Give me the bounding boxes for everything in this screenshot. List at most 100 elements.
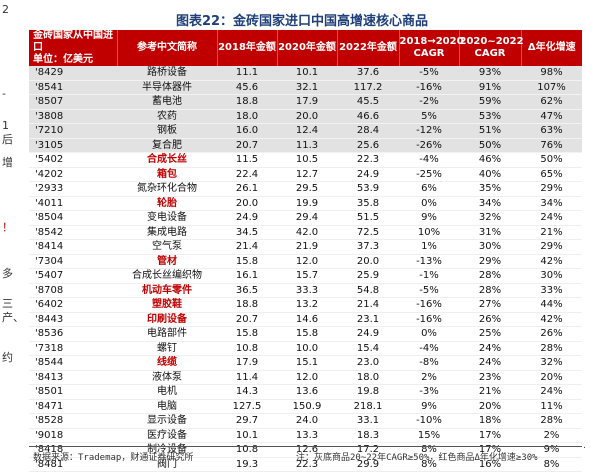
cell-code: '8443 (29, 312, 117, 327)
cell-v2018: 18.0 (217, 109, 277, 124)
cell-cagr1: -13% (399, 254, 459, 269)
cell-v2022: 22.3 (337, 152, 399, 168)
table-row: '3808 农药 18.0 20.0 46.6 5% 53% 47% (29, 109, 582, 124)
cell-cagr2: 59% (459, 94, 521, 110)
cell-cagr1: -8% (399, 355, 459, 371)
cell-delta: 24% (521, 210, 582, 226)
cell-v2020: 15.8 (277, 326, 337, 342)
table-row: '8536 电路部件 15.8 15.8 24.9 0% 25% 26% (29, 326, 582, 342)
cell-v2020: 11.3 (277, 138, 337, 153)
left-fragment: 多 (2, 267, 13, 280)
legend-note: 注：灰底商品20~22年CAGR≥50%，红色商品Δ年化增速≥30% (296, 453, 538, 463)
cell-v2018: 11.4 (217, 370, 277, 385)
cell-delta: 28% (521, 341, 582, 356)
cell-delta: 47% (521, 109, 582, 124)
table-row: '8541 半导体器件 45.6 32.1 117.2 -16% 91% 107% (29, 80, 582, 95)
cell-code: '8708 (29, 283, 117, 298)
cell-code: '8501 (29, 384, 117, 400)
cell-cagr2: 28% (459, 268, 521, 284)
table-row: '8501 电机 14.3 13.6 19.8 -3% 21% 24% (29, 384, 582, 400)
cell-code: '7304 (29, 254, 117, 269)
source-note: 数据来源：Trademap，财通证券研究所 (33, 453, 194, 463)
left-fragment: 1 (2, 119, 9, 132)
cell-code: '8413 (29, 370, 117, 385)
cell-v2020: 12.0 (277, 254, 337, 269)
cell-v2022: 19.8 (337, 384, 399, 400)
cell-cagr2: 24% (459, 355, 521, 371)
cell-v2018: 18.8 (217, 94, 277, 110)
cell-name: 合成长丝编织物 (117, 268, 217, 284)
cell-cagr2: 25% (459, 326, 521, 342)
cell-v2022: 21.4 (337, 297, 399, 313)
cell-cagr2: 26% (459, 312, 521, 327)
left-fragment: 约 (2, 351, 13, 364)
table-row: '4011 轮胎 20.0 19.9 35.8 0% 34% 34% (29, 196, 582, 211)
cell-code: '3808 (29, 109, 117, 124)
table-row: '8413 液体泵 11.4 12.0 18.0 2% 23% 20% (29, 370, 582, 385)
table-row: '2933 氮杂环化合物 26.1 29.5 53.9 6% 35% 29% (29, 181, 582, 197)
table-body: '8429 路桥设备 11.1 10.1 37.6 -5% 93% 98% '8541 半导体器件… (29, 66, 582, 472)
cell-v2022: 28.4 (337, 123, 399, 139)
cell-code: '8541 (29, 80, 117, 95)
cell-cagr1: 8% (399, 457, 459, 472)
cell-cagr2: 31% (459, 225, 521, 240)
cell-delta: 42% (521, 312, 582, 327)
cell-name: 电路部件 (117, 326, 217, 342)
cell-v2022: 25.6 (337, 138, 399, 153)
cell-v2020: 15.1 (277, 355, 337, 371)
header-2020: 2020年金额 (277, 30, 338, 66)
cell-v2018: 16.0 (217, 123, 277, 139)
cell-cagr1: 1% (399, 239, 459, 255)
cell-code: '8471 (29, 399, 117, 414)
cell-v2020: 12.7 (277, 167, 337, 182)
cell-cagr2: 35% (459, 181, 521, 197)
cell-cagr2: 51% (459, 123, 521, 139)
cell-v2020: 17.9 (277, 94, 337, 110)
table-row: '8708 机动车零件 36.5 33.3 54.8 -5% 28% 33% (29, 283, 582, 298)
cell-code: '5407 (29, 268, 117, 284)
cell-cagr1: -5% (399, 66, 459, 81)
import-table: 金砖国家从中国进口 单位：亿美元 参考中文简称 2018年金额 2020年金额 2… (29, 30, 582, 472)
table-row: '8542 集成电路 34.5 42.0 72.5 10% 31% 21% (29, 225, 582, 240)
cell-cagr1: -16% (399, 297, 459, 313)
cell-code: '8507 (29, 94, 117, 110)
table-row: '4202 箱包 22.4 12.7 24.9 -25% 40% 65% (29, 167, 582, 182)
cell-v2022: 18.3 (337, 428, 399, 443)
cell-v2020: 19.9 (277, 196, 337, 211)
cell-v2018: 15.8 (217, 254, 277, 269)
cell-v2018: 20.7 (217, 138, 277, 153)
cell-code: '8414 (29, 239, 117, 255)
cell-name: 空气泵 (117, 239, 217, 255)
cell-v2020: 150.9 (277, 399, 337, 414)
cell-name: 路桥设备 (117, 66, 217, 81)
cell-delta: 98% (521, 66, 582, 81)
left-fragment: 后 (2, 133, 13, 146)
cell-cagr2: 18% (459, 413, 521, 429)
cell-code: '6402 (29, 297, 117, 313)
cell-v2020: 12.0 (277, 370, 337, 385)
cell-v2022: 23.1 (337, 312, 399, 327)
cell-name: 箱包 (117, 167, 217, 182)
left-text-fragments: 2 - 1 后增 ！ 多三产、约 (0, 0, 24, 472)
cell-delta: 32% (521, 355, 582, 371)
cell-v2018: 24.9 (217, 210, 277, 226)
cell-v2022: 15.4 (337, 341, 399, 356)
cell-v2020: 13.6 (277, 384, 337, 400)
cell-v2020: 22.3 (277, 457, 337, 472)
cell-code: '7210 (29, 123, 117, 139)
cell-cagr1: 5% (399, 109, 459, 124)
cell-cagr2: 16% (459, 457, 521, 472)
cell-v2020: 33.3 (277, 283, 337, 298)
cell-name: 显示设备 (117, 413, 217, 429)
cell-v2018: 11.1 (217, 66, 277, 81)
cell-delta: 50% (521, 152, 582, 168)
cell-name: 机动车零件 (117, 283, 217, 298)
cell-v2018: 18.8 (217, 297, 277, 313)
cell-name: 复合肥 (117, 138, 217, 153)
cell-code: '8544 (29, 355, 117, 371)
cell-delta: 2% (521, 428, 582, 443)
cell-cagr2: 29% (459, 254, 521, 269)
cell-cagr1: 0% (399, 326, 459, 342)
cell-cagr2: 40% (459, 167, 521, 182)
left-fragment: ！ (2, 221, 13, 234)
